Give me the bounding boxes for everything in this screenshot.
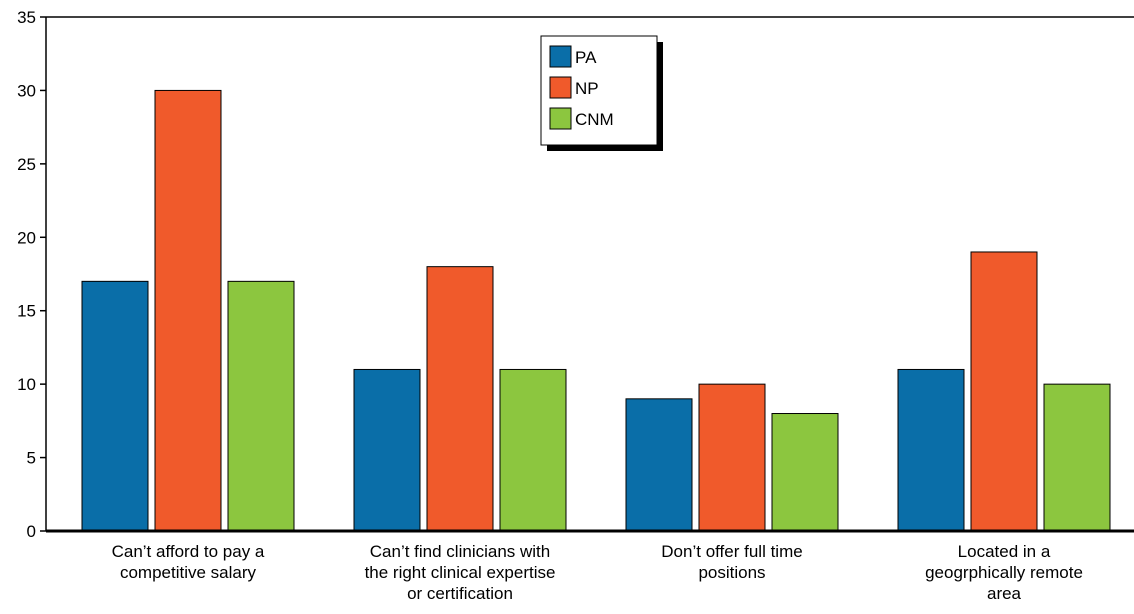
category-label-line: Can’t find clinicians with bbox=[370, 542, 550, 561]
bar-cnm-3 bbox=[1043, 383, 1111, 532]
y-axis: 0 5 10 15 20 25 30 35 bbox=[17, 8, 1134, 541]
legend-swatch-pa bbox=[549, 45, 572, 68]
bar-cnm-1 bbox=[499, 368, 567, 532]
bar-cnm-0 bbox=[227, 280, 295, 532]
legend-label: PA bbox=[575, 48, 597, 67]
category-label-line: Located in a bbox=[958, 542, 1051, 561]
category-label-line: competitive salary bbox=[120, 563, 257, 582]
y-tick-label: 30 bbox=[17, 81, 36, 100]
legend-label: NP bbox=[575, 79, 599, 98]
bars bbox=[81, 89, 1111, 532]
category-labels: Can’t afford to pay a competitive salaryC… bbox=[112, 542, 1083, 603]
category-label-line: geogrphically remote bbox=[925, 563, 1083, 582]
category-label: Can’t afford to pay a competitive salary bbox=[112, 542, 265, 582]
category-label: Can’t find clinicians with the right clin… bbox=[365, 542, 556, 603]
legend: PA NP CNM bbox=[540, 35, 663, 151]
bar-np-2 bbox=[698, 383, 766, 532]
category-label-line: the right clinical expertise bbox=[365, 563, 556, 582]
category-label: Don’t offer full time positions bbox=[661, 542, 802, 582]
bar-cnm-2 bbox=[771, 413, 839, 532]
y-tick-label: 35 bbox=[17, 8, 36, 27]
bar-np-3 bbox=[970, 251, 1038, 532]
category-label: Located in a geogrphically remote area bbox=[925, 542, 1083, 603]
y-tick-label: 0 bbox=[27, 522, 36, 541]
y-tick-label: 5 bbox=[27, 449, 36, 468]
legend-swatch-np bbox=[549, 76, 572, 99]
y-tick-label: 20 bbox=[17, 228, 36, 247]
bar-pa-1 bbox=[353, 368, 421, 532]
legend-swatch-cnm bbox=[549, 107, 572, 130]
category-label-line: Can’t afford to pay a bbox=[112, 542, 265, 561]
category-label-line: or certification bbox=[407, 584, 513, 603]
bar-np-0 bbox=[154, 89, 222, 532]
bar-pa-0 bbox=[81, 280, 149, 532]
bar-pa-3 bbox=[897, 368, 965, 532]
y-tick-label: 15 bbox=[17, 302, 36, 321]
bar-np-1 bbox=[426, 266, 494, 532]
category-label-line: Don’t offer full time bbox=[661, 542, 802, 561]
category-label-line: area bbox=[987, 584, 1022, 603]
y-tick-label: 10 bbox=[17, 375, 36, 394]
category-label-line: positions bbox=[698, 563, 765, 582]
bar-pa-2 bbox=[625, 398, 693, 532]
y-tick-label: 25 bbox=[17, 155, 36, 174]
legend-label: CNM bbox=[575, 110, 614, 129]
